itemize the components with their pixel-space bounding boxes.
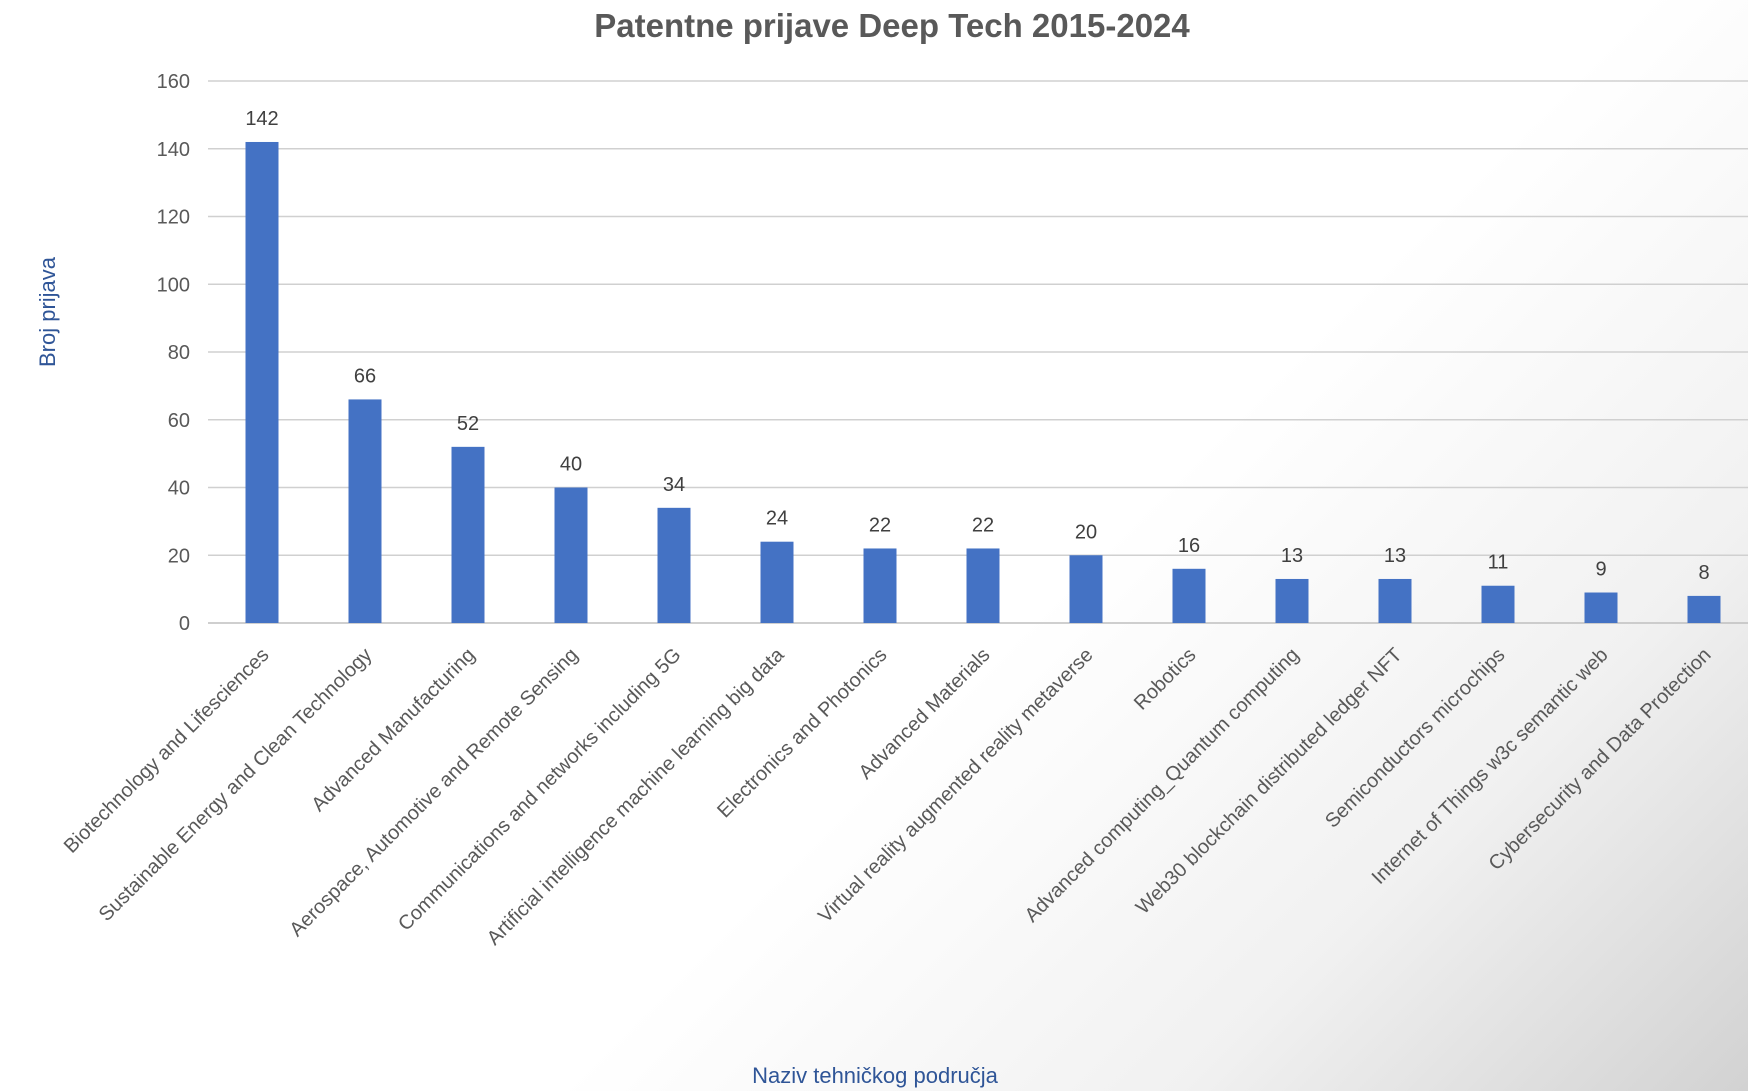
- bar: [348, 399, 382, 623]
- y-tick-label: 120: [157, 207, 190, 229]
- bar: [1275, 578, 1309, 623]
- gridlines: [208, 80, 1748, 624]
- bar: [863, 548, 897, 623]
- y-tick-label: 140: [157, 139, 190, 161]
- y-tick-label: 80: [168, 342, 190, 364]
- data-label: 8: [1698, 562, 1709, 584]
- data-label: 66: [354, 365, 376, 387]
- data-label: 24: [766, 508, 788, 530]
- bar: [245, 141, 279, 623]
- data-label: 16: [1178, 535, 1200, 557]
- bar: [1172, 568, 1206, 623]
- data-label: 22: [869, 514, 891, 536]
- y-tick-label: 0: [179, 613, 190, 635]
- x-axis-ticks: Biotechnology and LifesciencesSustainabl…: [60, 643, 1716, 949]
- bar: [554, 487, 588, 623]
- x-tick-label: Advanced Manufacturing: [308, 644, 480, 816]
- data-label: 20: [1075, 521, 1097, 543]
- data-label: 52: [457, 413, 479, 435]
- bar: [451, 446, 485, 623]
- data-label: 11: [1488, 552, 1509, 574]
- data-label: 13: [1281, 545, 1303, 567]
- bar: [1481, 585, 1515, 623]
- x-tick-label: Internet of Things w3c semantic web: [1368, 644, 1613, 889]
- y-axis-ticks: 0 20 40 60 80 100 120 140 160: [157, 71, 190, 635]
- bar: [966, 548, 1000, 623]
- data-label: 9: [1595, 559, 1606, 581]
- bar: [1069, 555, 1103, 623]
- y-tick-label: 60: [168, 410, 190, 432]
- y-tick-label: 20: [168, 545, 190, 567]
- y-axis-title: Broj prijava: [35, 256, 60, 367]
- data-label: 13: [1384, 545, 1406, 567]
- chart-title: Patentne prijave Deep Tech 2015-2024: [594, 7, 1190, 44]
- bar: [1378, 578, 1412, 623]
- y-tick-label: 100: [157, 274, 190, 296]
- x-tick-label: Cybersecurity and Data Protection: [1485, 644, 1716, 875]
- x-tick-label: Electronics and Photonics: [713, 644, 891, 822]
- data-labels: 142 66 52 40 34 24 22 22 20 16 13 13 11 9 8: [245, 108, 1709, 584]
- x-tick-label: Robotics: [1130, 644, 1201, 715]
- x-axis-title: Naziv tehničkog područja: [752, 1063, 999, 1088]
- bars: [245, 141, 1721, 623]
- data-label: 40: [560, 454, 582, 476]
- bar: [657, 507, 691, 623]
- bar: [760, 541, 794, 623]
- bar: [1584, 592, 1618, 623]
- data-label: 22: [972, 514, 994, 536]
- data-label: 142: [245, 108, 278, 130]
- y-tick-label: 160: [157, 71, 190, 93]
- x-tick-label: Biotechnology and Lifesciences: [60, 644, 274, 858]
- x-tick-label: Semiconductors microchips: [1321, 644, 1509, 832]
- data-label: 34: [663, 474, 685, 496]
- y-tick-label: 40: [168, 478, 190, 500]
- bar: [1687, 595, 1721, 623]
